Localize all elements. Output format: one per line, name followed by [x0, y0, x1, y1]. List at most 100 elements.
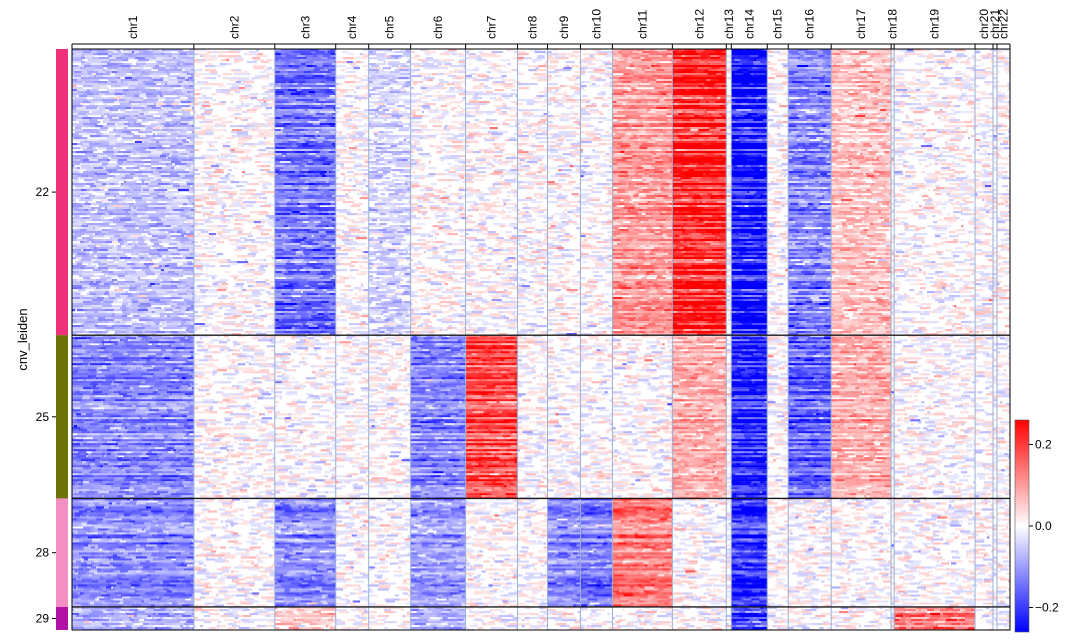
heatmap-cell — [185, 69, 191, 71]
heatmap-cell — [683, 67, 685, 69]
heatmap-cell — [535, 51, 546, 53]
heatmap-cell — [439, 65, 449, 67]
heatmap-cell — [643, 61, 654, 63]
heatmap-cell — [328, 69, 336, 71]
heatmap-cell — [470, 53, 476, 55]
heatmap-cell — [183, 63, 193, 65]
heatmap-cell — [112, 71, 117, 73]
heatmap-cell — [144, 51, 147, 53]
heatmap-cell — [113, 59, 122, 61]
heatmap-cell — [354, 67, 360, 69]
heatmap-cell — [710, 55, 718, 57]
heatmap-cell — [808, 65, 818, 67]
heatmap-cell — [317, 55, 320, 57]
heatmap-cell — [132, 51, 134, 53]
heatmap-cell — [354, 57, 362, 59]
heatmap-cell — [694, 69, 704, 71]
heatmap-cell — [363, 55, 369, 57]
heatmap-cell — [158, 69, 162, 71]
heatmap-cell — [85, 57, 92, 59]
heatmap-cell — [121, 61, 123, 63]
heatmap-cell — [594, 67, 601, 69]
heatmap-cell — [105, 69, 112, 71]
heatmap-cell — [466, 53, 470, 55]
heatmap-cell — [847, 51, 851, 53]
heatmap-cell — [708, 69, 717, 71]
heatmap-cell — [880, 53, 886, 55]
heatmap-cell — [865, 59, 871, 61]
heatmap-cell — [658, 51, 662, 53]
heatmap-cell — [825, 61, 831, 63]
heatmap-cell — [159, 65, 166, 67]
heatmap-cell — [861, 59, 865, 61]
heatmap-cell — [275, 59, 279, 61]
heatmap-cell — [753, 63, 763, 65]
heatmap-cell — [155, 71, 161, 73]
heatmap-cell — [791, 55, 799, 57]
heatmap-cell — [589, 71, 594, 73]
heatmap-cell — [918, 55, 926, 57]
heatmap-cell — [662, 71, 672, 73]
heatmap-cell — [350, 63, 356, 65]
heatmap-cell — [866, 61, 868, 63]
heatmap-cell — [874, 55, 883, 57]
heatmap-cell — [575, 57, 577, 59]
heatmap-cell — [836, 55, 839, 57]
heatmap-cell — [649, 53, 656, 55]
heatmap-cell — [840, 51, 847, 53]
heatmap-cell — [806, 51, 817, 53]
heatmap-cell — [705, 71, 708, 73]
heatmap-cell — [136, 63, 146, 65]
heatmap-cell — [777, 59, 788, 61]
heatmap-cell — [679, 69, 683, 71]
heatmap-cell — [726, 69, 730, 71]
heatmap-cell — [108, 53, 112, 55]
heatmap-cell — [813, 59, 823, 61]
heatmap-cell — [406, 51, 411, 53]
heatmap-cell — [113, 51, 118, 53]
heatmap-cell — [698, 53, 709, 55]
heatmap-cell — [72, 57, 81, 59]
heatmap-cell — [486, 53, 496, 55]
heatmap-cell — [680, 57, 691, 59]
heatmap-cell — [757, 51, 759, 53]
heatmap-cell — [837, 57, 841, 59]
heatmap-cell — [162, 69, 172, 71]
heatmap-cell — [264, 65, 266, 67]
heatmap-cell — [672, 65, 676, 67]
heatmap-cell — [145, 57, 153, 59]
heatmap-cell — [479, 51, 483, 53]
heatmap-cell — [831, 71, 837, 73]
heatmap-cell — [314, 55, 317, 57]
heatmap-cell — [672, 69, 679, 71]
heatmap-cell — [731, 67, 740, 69]
heatmap-cell — [386, 55, 391, 57]
heatmap-cell — [247, 61, 257, 63]
heatmap-cell — [831, 55, 836, 57]
heatmap-cell — [638, 53, 649, 55]
heatmap-cell — [362, 57, 368, 59]
heatmap-cell — [290, 61, 292, 63]
heatmap-cell — [376, 67, 381, 69]
heatmap-cell — [580, 65, 588, 67]
heatmap-cell — [571, 65, 578, 67]
heatmap-cell — [91, 51, 97, 53]
heatmap-cell — [240, 71, 249, 73]
heatmap-cell — [676, 51, 681, 53]
heatmap-cell — [554, 69, 562, 71]
heatmap-cell — [817, 63, 822, 65]
heatmap-cell — [292, 59, 298, 61]
heatmap-cell — [788, 61, 794, 63]
heatmap-cell — [675, 71, 685, 73]
heatmap-cell — [836, 63, 846, 65]
heatmap-cell — [884, 71, 891, 73]
heatmap-cell — [458, 55, 466, 57]
heatmap-cell — [718, 55, 720, 57]
heatmap-cell — [897, 59, 902, 61]
heatmap-cell — [111, 65, 121, 67]
heatmap-cell — [689, 63, 699, 65]
heatmap-cell — [743, 65, 748, 67]
heatmap-cell — [979, 59, 981, 61]
heatmap-cell — [788, 71, 798, 73]
heatmap-cell — [378, 59, 385, 61]
